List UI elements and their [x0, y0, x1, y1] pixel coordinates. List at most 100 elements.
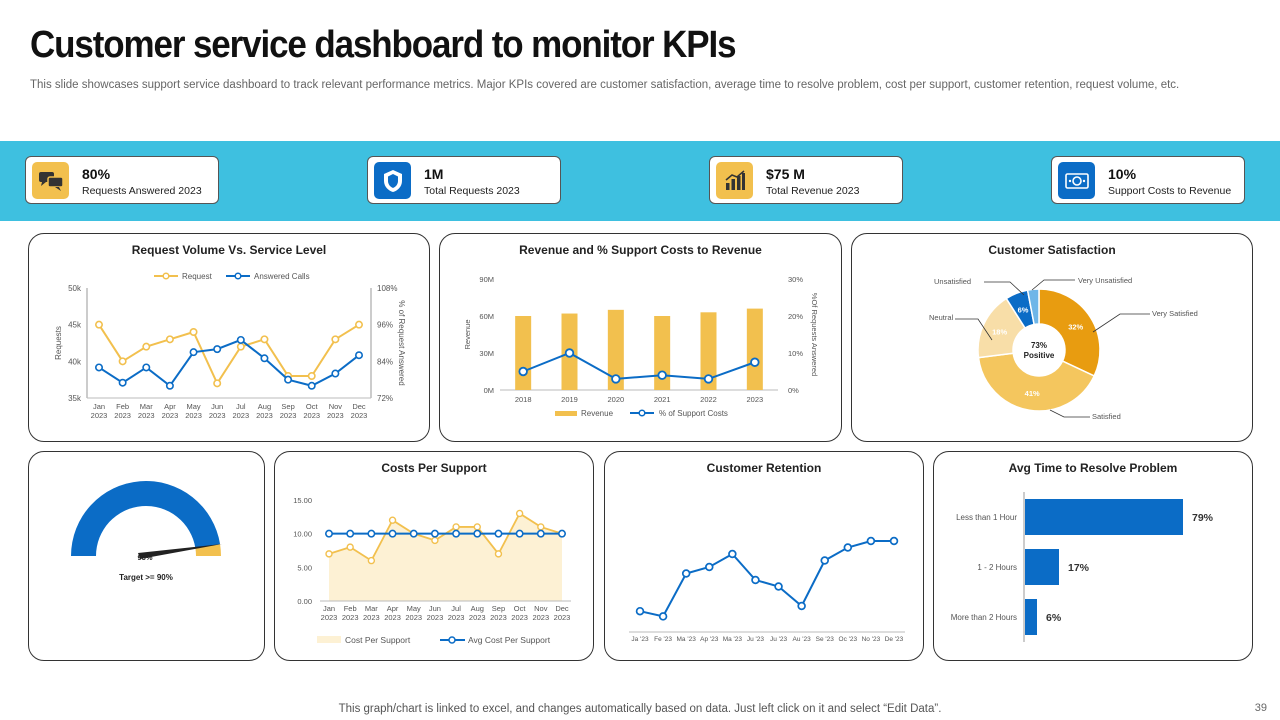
y2-tick-label: 10%	[788, 349, 803, 358]
category-label: More than 2 Hours	[951, 613, 1017, 622]
satisfaction-card: Customer Satisfaction 32% 41% 18% 6% 73% Posi…	[851, 233, 1253, 442]
x-tick-label: May	[186, 402, 200, 411]
chart-title: Request Volume Vs. Service Level	[131, 243, 327, 257]
x-tick-label: Oct	[306, 402, 319, 411]
data-point	[728, 549, 737, 559]
data-point	[750, 357, 760, 367]
data-point	[843, 543, 853, 552]
x-tick-label: 2023	[469, 613, 486, 622]
x-tick-label: Jul	[451, 604, 461, 613]
kpi-label: Support Costs to Revenue	[1108, 185, 1232, 197]
gauge-chart[interactable]: 95% Target >= 90%	[29, 452, 265, 661]
data-point	[367, 556, 376, 565]
data-point	[213, 345, 222, 354]
pie-slice-satisfied	[977, 352, 1096, 412]
y-axis-label: Revenue	[463, 319, 472, 349]
y-tick-label: 10.00	[293, 530, 312, 539]
slice-value-label: 32%	[1068, 323, 1083, 332]
bar	[654, 316, 671, 390]
data-point	[494, 550, 503, 558]
x-tick-label: 2023	[232, 411, 249, 420]
callout-line	[984, 281, 1025, 296]
data-point	[797, 601, 806, 611]
request-volume-chart[interactable]: 50k 45k 40k 35k 108% 96% 84% 72% Requests % of Re…	[29, 234, 430, 442]
data-point	[515, 509, 524, 518]
x-tick-label: Sep	[492, 604, 505, 613]
retention-chart[interactable]: Ja '23 Fe '23 Ma '23 Ap '23 Ma '23 Ju '23 Ju '…	[605, 452, 924, 661]
legend-marker	[638, 409, 646, 417]
chart-title: Customer Satisfaction	[988, 243, 1116, 257]
data-point	[431, 536, 439, 545]
kpi-card-requests-answered: 80% Requests Answered 2023	[25, 156, 219, 204]
pie-slice-very-satisfied	[1038, 288, 1101, 377]
data-point	[189, 328, 198, 337]
chart-title: Customer Retention	[706, 461, 822, 475]
x-tick-label: Dec	[555, 604, 569, 613]
x-tick-label: Mar	[140, 402, 153, 411]
data-point	[430, 529, 439, 538]
x-tick-label: 2023	[91, 411, 108, 420]
x-tick-label: De '23	[885, 636, 904, 643]
page-subtitle: This slide showcases support service das…	[30, 79, 1180, 91]
x-tick-label: Ma '23	[723, 636, 743, 643]
data-point	[118, 378, 127, 387]
y-tick-label: 5.00	[297, 563, 312, 572]
y-tick-label: 60M	[479, 312, 494, 321]
footer-note: This graph/chart is linked to excel, and…	[338, 703, 942, 715]
y2-tick-label: 30%	[788, 275, 803, 284]
x-tick-label: Ju '23	[747, 636, 765, 643]
data-point	[331, 335, 340, 344]
callout-label: Very Satisfied	[1152, 309, 1198, 318]
data-label: 79%	[1192, 512, 1214, 524]
x-tick-label: Jan	[323, 604, 335, 613]
data-point	[820, 556, 829, 565]
x-tick-label: Nov	[534, 604, 548, 613]
data-point	[657, 370, 667, 380]
resolve-chart[interactable]: Less than 1 Hour 79% 1 - 2 Hours 17% More th…	[934, 452, 1253, 661]
data-point	[564, 348, 575, 358]
x-tick-label: Sep	[281, 402, 294, 411]
bar	[1025, 499, 1183, 535]
chart-title: Avg Time to Resolve Problem	[1008, 461, 1178, 475]
x-tick-label: 2023	[321, 613, 338, 622]
data-point	[866, 536, 876, 546]
data-point	[142, 342, 151, 351]
callout-line	[1092, 313, 1150, 333]
costs-chart[interactable]: 15.0010.005.000.00Jan2023Feb2023Mar2023A…	[275, 452, 594, 661]
x-tick-label: 2022	[700, 395, 717, 404]
bar	[607, 309, 624, 390]
data-point	[751, 575, 760, 585]
series-line-retention	[639, 540, 894, 618]
x-tick-label: Jun	[211, 402, 223, 411]
bar-chart-icon	[716, 162, 753, 199]
x-tick-label: 2023	[351, 411, 368, 420]
request-volume-card: Request Volume Vs. Service Level 50k 45k 4…	[28, 233, 430, 442]
x-tick-label: Ma '23	[677, 636, 697, 643]
x-tick-label: May	[407, 604, 421, 613]
x-tick-label: Jan	[93, 402, 105, 411]
y-tick-label: 50k	[68, 284, 82, 293]
x-tick-label: Apr	[164, 402, 176, 411]
data-label: 17%	[1068, 562, 1090, 574]
data-point	[388, 529, 397, 538]
satisfaction-chart[interactable]: 32% 41% 18% 6% 73%Positive Very Satisfied Sati…	[852, 234, 1253, 442]
x-tick-label: Apr	[387, 604, 399, 613]
x-tick-label: Oc '23	[839, 636, 858, 643]
revenue-chart[interactable]: 90M 60M 30M 0M 30% 20% 10% 0% Revenue %Of Request…	[440, 234, 842, 442]
data-point	[703, 374, 714, 384]
center-value: 73%	[1031, 341, 1047, 350]
x-tick-label: Ju '23	[770, 636, 788, 643]
callout-label: Very Unsatisfied	[1078, 276, 1132, 285]
data-point	[452, 529, 461, 538]
slice-value-label: 18%	[992, 327, 1007, 336]
data-point	[95, 320, 104, 329]
data-point	[346, 543, 354, 551]
x-tick-label: 2023	[554, 613, 571, 622]
bar	[746, 308, 763, 390]
bar	[1025, 599, 1037, 635]
x-tick-label: Jul	[236, 402, 246, 411]
gauge-value-arc	[71, 480, 221, 556]
data-point	[236, 342, 245, 351]
kpi-value: 80%	[82, 166, 111, 182]
y-tick-label: 40k	[68, 357, 82, 366]
